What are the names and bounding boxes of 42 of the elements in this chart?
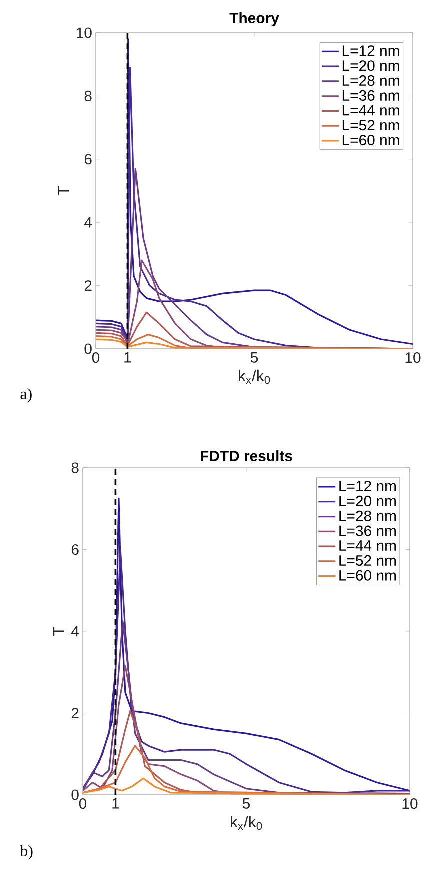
y-tick-label: 4 — [72, 626, 80, 637]
x-axis-title: k$_{x}$/k$_{0}$ — [239, 370, 270, 384]
y-tick-label: 2 — [84, 280, 92, 292]
x-tick-label: 5 — [242, 798, 250, 809]
legend-label: L=28 nm — [342, 75, 400, 86]
legend-label: L=44 nm — [340, 540, 396, 551]
y-tick-label: 0 — [84, 344, 92, 354]
y-tick-label: 6 — [84, 154, 92, 165]
y-axis-title: T — [58, 186, 70, 196]
y-tick-label: 2 — [72, 708, 79, 718]
y-tick-label: 6 — [72, 544, 79, 556]
legend-label: L=36 nm — [340, 526, 396, 536]
x-tick-label: 10 — [406, 352, 421, 364]
legend-label: L=36 nm — [342, 90, 400, 101]
legend-label: L=52 nm — [340, 555, 396, 566]
text: b) — [20, 845, 33, 860]
legend-label: L=60 nm — [342, 134, 400, 146]
line-series — [96, 338, 414, 349]
y-tick-label: 10 — [77, 28, 92, 38]
y-tick-label: 8 — [84, 90, 92, 102]
y-axis-title: T — [53, 626, 64, 636]
x-axis-title: k$_{x}$/k$_{0}$ — [231, 816, 262, 830]
x-tick-label: 1 — [112, 798, 120, 809]
line-series — [83, 778, 410, 795]
legend-label: L=12 nm — [340, 480, 396, 492]
legend-label: L=20 nm — [342, 60, 400, 72]
chart-title: FDTD results — [201, 450, 292, 462]
y-tick-label: 0 — [72, 790, 79, 800]
x-tick-label: 5 — [250, 352, 258, 363]
legend-label: L=20 nm — [340, 496, 396, 506]
x-tick-label: 0 — [92, 352, 100, 364]
legend-label: L=52 nm — [342, 120, 400, 131]
legend-label: L=12 nm — [342, 46, 400, 56]
x-tick-label: 1 — [124, 352, 132, 363]
legend-label: L=28 nm — [340, 510, 396, 522]
x-tick-label: 10 — [402, 798, 418, 810]
text: a) — [20, 388, 32, 403]
y-tick-label: 8 — [72, 462, 79, 474]
legend-label: L=60 nm — [340, 570, 396, 581]
y-tick-label: 4 — [84, 217, 92, 228]
chart-title: Theory — [230, 12, 280, 26]
legend-label: L=44 nm — [342, 105, 400, 116]
